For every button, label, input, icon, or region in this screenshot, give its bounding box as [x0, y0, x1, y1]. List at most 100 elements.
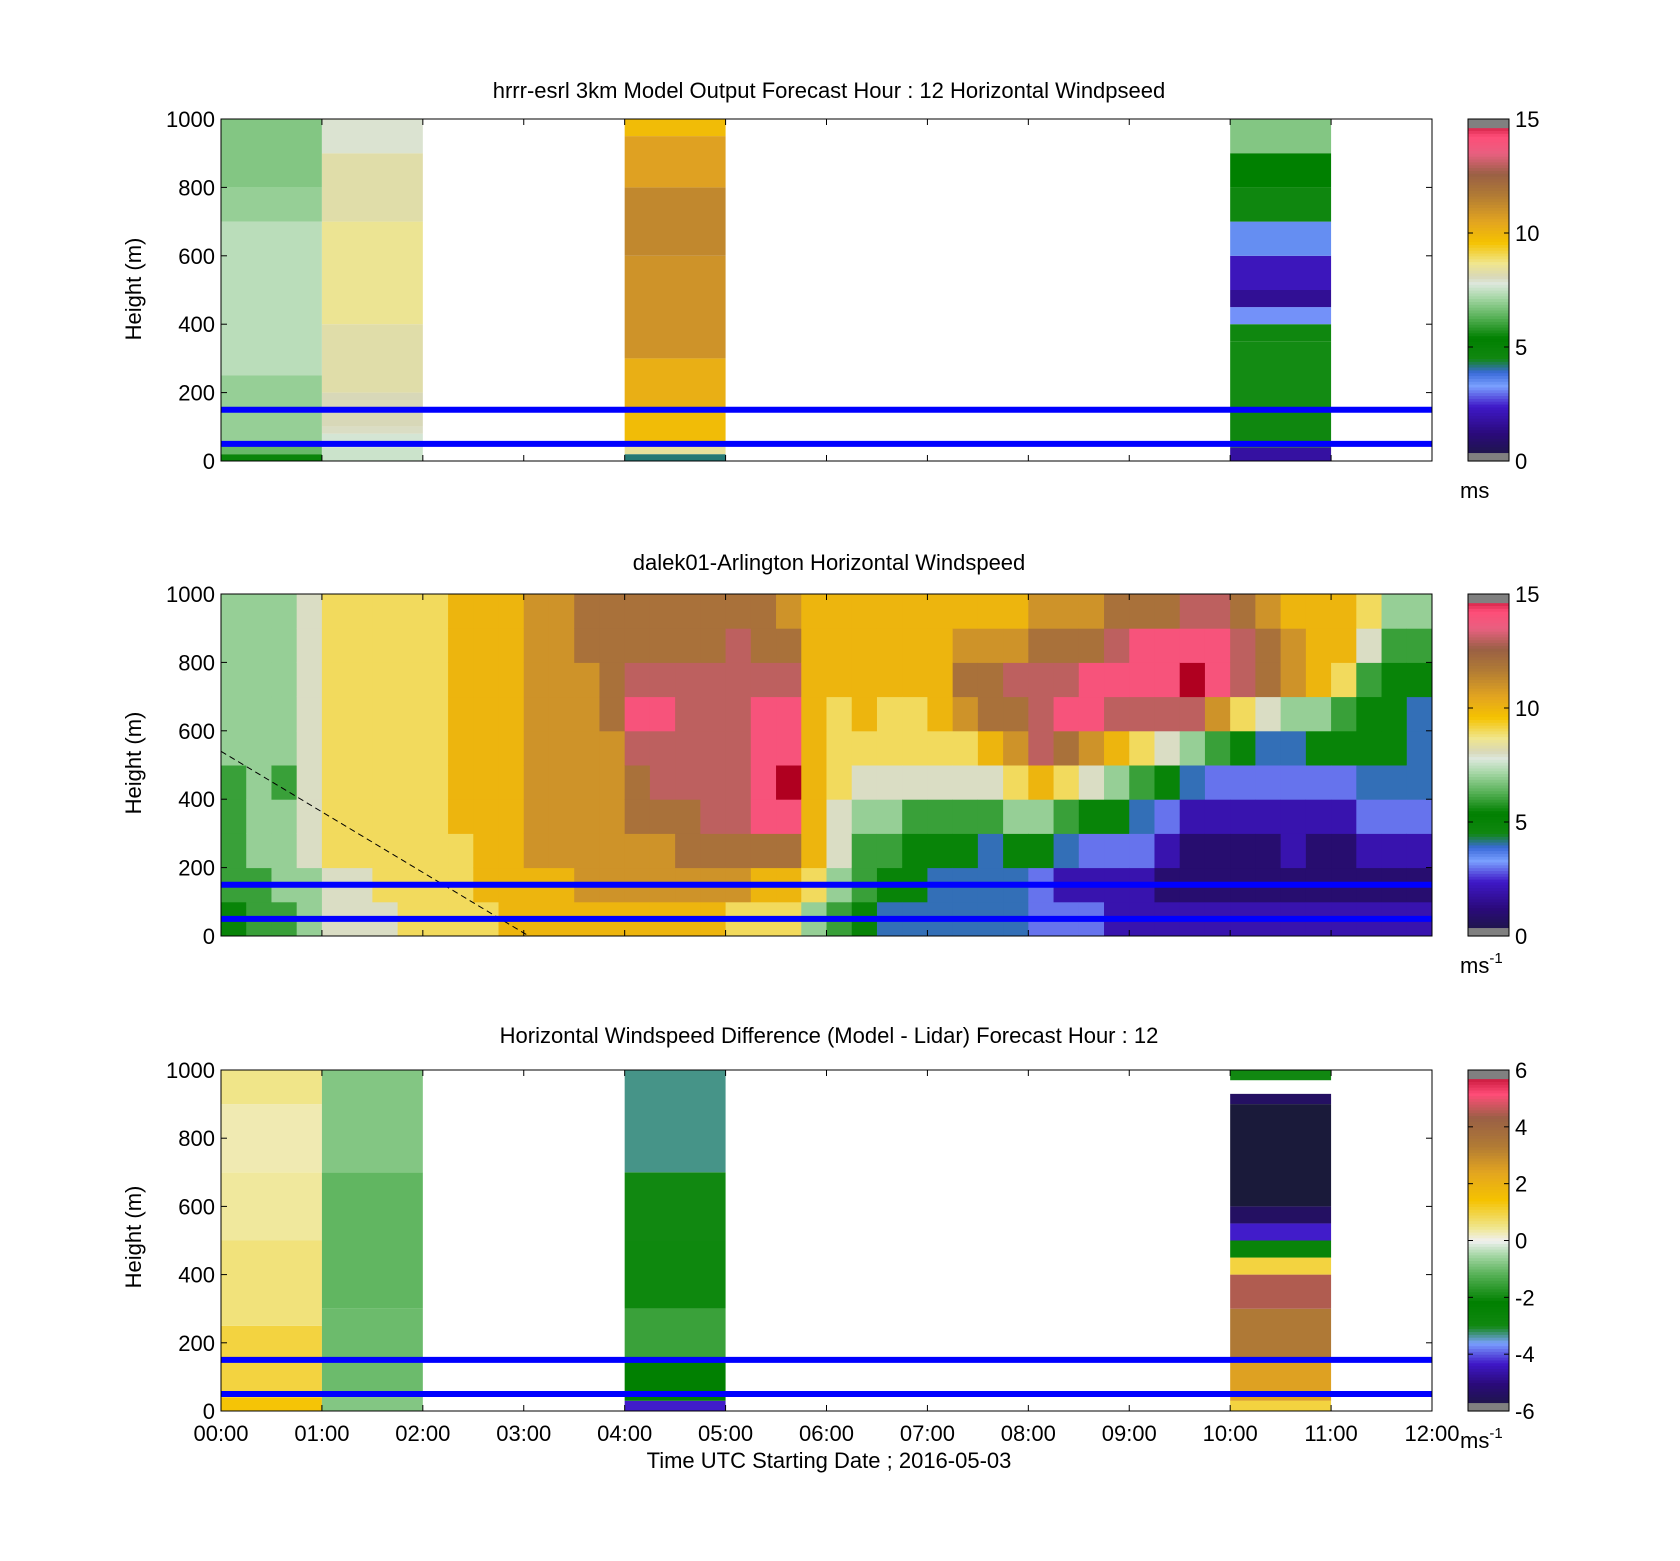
colorbar-segment	[1468, 742, 1509, 746]
heatmap-cell	[977, 730, 1004, 766]
colorbar-segment	[1468, 710, 1509, 715]
colorbar-segment	[1468, 1109, 1509, 1114]
heatmap-cell	[321, 1397, 423, 1411]
heatmap-cell	[574, 799, 600, 834]
colorbar-segment	[1468, 332, 1509, 337]
heatmap-cell	[1230, 833, 1256, 869]
heatmap-cell	[1104, 628, 1130, 663]
heatmap-cell	[1280, 833, 1307, 869]
colorbar-segment	[1468, 839, 1509, 843]
colorbar-segment	[1468, 1135, 1509, 1139]
heatmap-cell	[851, 799, 878, 834]
colorbar-segment	[1468, 1393, 1509, 1398]
colorbar-segment	[1468, 1254, 1509, 1259]
heatmap-cell	[1381, 799, 1408, 834]
colorbar-segment	[1468, 1342, 1509, 1347]
heatmap-cell	[1104, 730, 1130, 766]
heatmap-cell	[1129, 730, 1155, 766]
colorbar-segment	[1468, 1075, 1509, 1080]
difference-colorbar: -6 -4 -2 0 2 4 6 ms-1	[1460, 1058, 1535, 1453]
heatmap-cell	[1381, 696, 1408, 732]
colorbar-segment	[1468, 301, 1509, 305]
colorbar-segment	[1468, 1146, 1509, 1151]
colorbar-segment	[1468, 616, 1509, 621]
colorbar-segment	[1468, 1175, 1509, 1179]
heatmap-cell	[1104, 696, 1130, 732]
heatmap-cell	[1406, 594, 1433, 629]
colorbar-segment	[1468, 927, 1509, 931]
heatmap-cell	[927, 628, 954, 663]
colorbar-segment	[1468, 916, 1509, 920]
heatmap-cell	[801, 799, 827, 834]
colorbar-segment	[1468, 824, 1509, 829]
colorbar-segment	[1468, 443, 1509, 448]
heatmap-cell	[1154, 662, 1181, 698]
heatmap-cell	[321, 765, 348, 800]
colorbar-segment	[1468, 670, 1509, 675]
heatmap-cell	[624, 1400, 726, 1411]
heatmap-cell	[952, 833, 979, 869]
heatmap-cell	[624, 696, 651, 732]
heatmap-cell	[271, 833, 298, 869]
colorbar-segment	[1468, 136, 1509, 140]
lidar-colorbar: 0 5 10 15 ms-1	[1460, 582, 1539, 978]
colorbar-segment	[1468, 673, 1509, 678]
heatmap-cell	[422, 662, 449, 698]
heatmap-cell	[1028, 833, 1055, 869]
colorbar-segment	[1468, 441, 1509, 445]
heatmap-cell	[876, 765, 903, 800]
lidar-plot-area: 0 200 400 600 800 1000	[166, 582, 1433, 949]
colorbar-segment	[1468, 335, 1509, 340]
heatmap-cell	[246, 833, 272, 869]
heatmap-cell	[1331, 833, 1357, 869]
colorbar-segment	[1468, 250, 1509, 254]
heatmap-cell	[952, 799, 979, 834]
heatmap-cell	[221, 628, 247, 663]
heatmap-cell	[1204, 730, 1231, 766]
heatmap-cell	[1356, 696, 1383, 732]
lidar-windspeed-panel: dalek01-Arlington Horizontal Windspeed H…	[121, 550, 1539, 978]
colorbar-segment	[1468, 195, 1509, 200]
colorbar-frame	[1467, 118, 1510, 462]
heatmap-cell	[372, 833, 399, 869]
colorbar-segment	[1468, 156, 1509, 160]
colorbar-segment	[1468, 455, 1509, 459]
colorbar-segment	[1468, 1206, 1509, 1210]
heatmap-cell	[599, 730, 626, 766]
heatmap-cell	[624, 409, 726, 444]
heatmap-cell	[599, 765, 626, 800]
colorbar-segment	[1468, 856, 1509, 860]
colorbar-segment	[1468, 779, 1509, 783]
heatmap-cell	[448, 628, 474, 663]
heatmap-cell	[422, 765, 449, 800]
heatmap-cell	[725, 730, 752, 766]
colorbar-segment	[1468, 227, 1509, 231]
heatmap-cell	[801, 662, 827, 698]
heatmap-cell	[599, 799, 626, 834]
colorbar-segment	[1468, 1234, 1509, 1239]
heatmap-cell	[1230, 662, 1256, 698]
heatmap-cell	[1003, 594, 1029, 629]
heatmap-cell	[1230, 221, 1332, 256]
colorbar-segment	[1468, 1325, 1509, 1330]
heatmap-cell	[1406, 833, 1433, 869]
colorbar-segment	[1468, 1331, 1509, 1335]
heatmap-cell	[221, 454, 322, 461]
colorbar-segment	[1468, 898, 1509, 903]
colorbar-segment	[1468, 275, 1509, 280]
heatmap-cell	[826, 730, 853, 766]
colorbar-segment	[1468, 608, 1509, 612]
colorbar-segment	[1468, 238, 1509, 243]
colorbar-segment	[1468, 1322, 1509, 1327]
heatmap-cell	[1406, 799, 1433, 834]
colorbar-segment	[1468, 656, 1509, 661]
heatmap-cell	[700, 765, 727, 800]
colorbar-segment	[1468, 696, 1509, 701]
colorbar-segment	[1468, 358, 1509, 362]
heatmap-cell	[448, 730, 474, 766]
colorbar-segment	[1468, 1217, 1509, 1222]
colorbar-segment	[1468, 138, 1509, 143]
colorbar-segment	[1468, 1183, 1509, 1188]
colorbar-segment	[1468, 1169, 1509, 1173]
colorbar-segment	[1468, 386, 1509, 391]
